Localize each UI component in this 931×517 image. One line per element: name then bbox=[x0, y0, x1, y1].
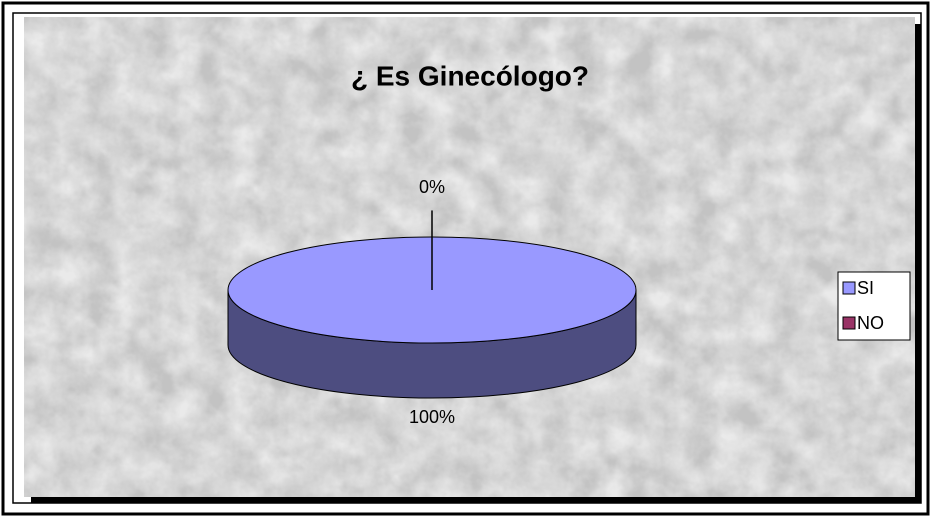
legend-swatch bbox=[842, 316, 856, 330]
data-label: 100% bbox=[409, 407, 455, 427]
legend-swatch bbox=[842, 281, 856, 295]
chart-title: ¿ Es Ginecólogo? bbox=[351, 60, 589, 91]
legend-label: SI bbox=[857, 278, 874, 298]
legend-label: NO bbox=[857, 313, 884, 333]
data-label: 0% bbox=[419, 177, 445, 197]
